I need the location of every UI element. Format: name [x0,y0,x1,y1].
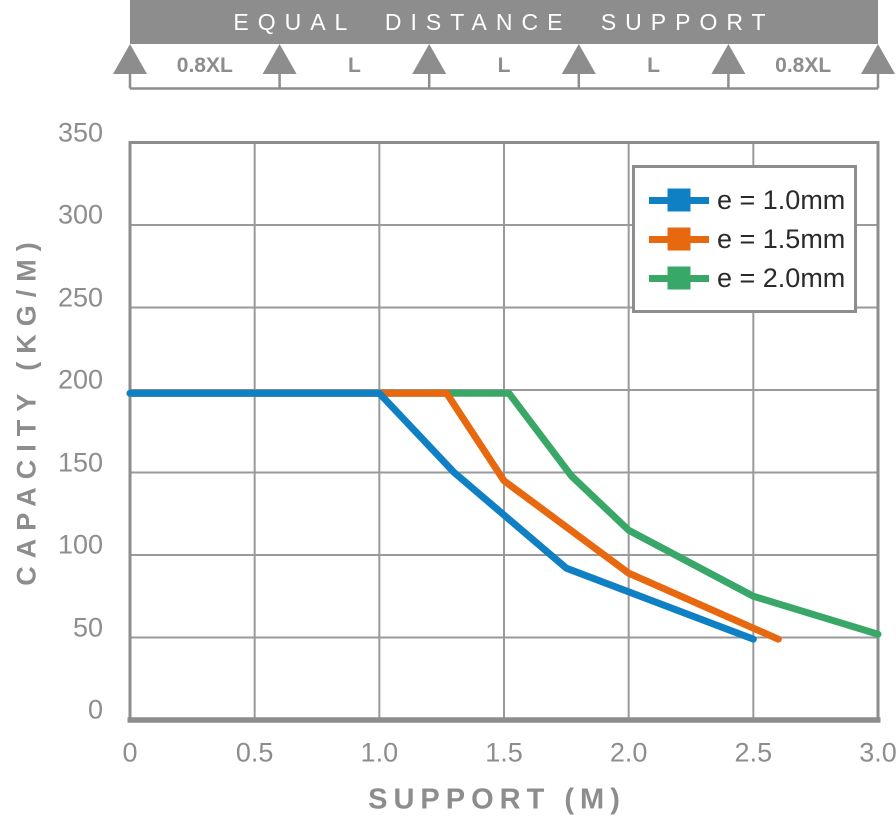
legend-label: e = 2.0mm [717,262,846,293]
legend: e = 1.0mm e = 1.5mm e = 2.0mm [632,165,857,313]
legend-marker-square [667,266,691,290]
support-triangle-icon [113,44,147,74]
legend-marker-line [649,227,709,251]
support-triangle-icon [412,44,447,74]
legend-item-e-1.5mm: e = 1.5mm [649,224,854,254]
legend-marker-line [649,188,709,212]
legend-label: e = 1.0mm [717,184,846,215]
diagram-banner: EQUAL DISTANCE SUPPORT [130,0,878,44]
legend-marker-line [649,266,709,290]
series-line-e-1.5mm [126,389,782,643]
support-triangle-icon [561,44,596,74]
diagram-title: EQUAL DISTANCE SUPPORT [233,8,775,35]
support-triangle-icon [262,44,297,74]
legend-item-e-2.0mm: e = 2.0mm [649,263,854,293]
legend-marker-square [667,227,691,251]
x-axis-title: SUPPORT (M) [368,783,626,816]
legend-label: e = 1.5mm [717,223,846,254]
legend-marker-square [667,188,691,212]
support-triangle-icon [861,44,895,74]
support-triangle-icon [711,44,746,74]
legend-item-e-1.0mm: e = 1.0mm [649,185,854,215]
series-line-e-1.0mm [126,389,757,643]
y-axis-title: CAPACITY (KG/M) [11,234,42,586]
